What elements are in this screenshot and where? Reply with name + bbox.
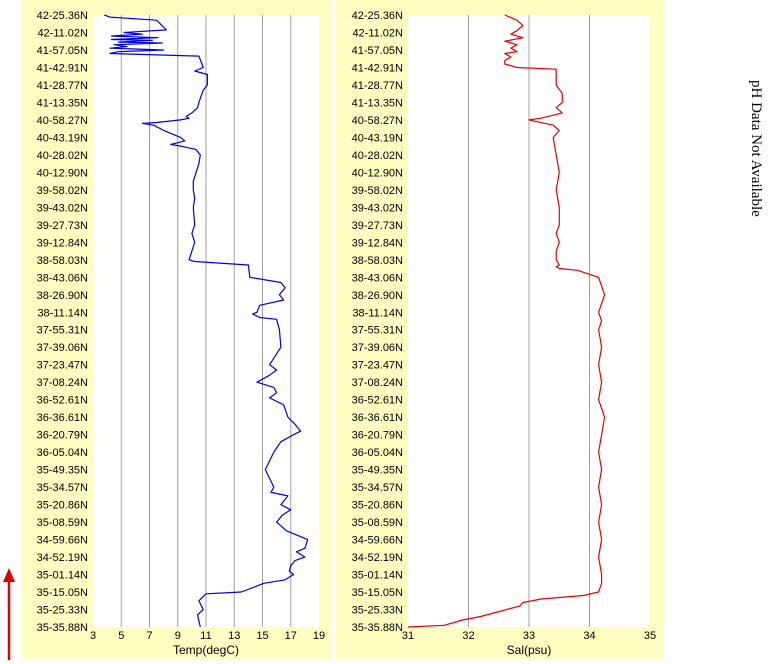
- y-tick-label: 39-43.02N: [37, 202, 88, 214]
- y-tick-label: 41-42.91N: [352, 62, 403, 74]
- y-tick-label: 39-43.02N: [352, 202, 403, 214]
- chart-panel-2: 31 32 33 34 35 42-25.36N 42-11.02N 41-57.05N 41-…: [336, 0, 664, 660]
- y-tick-label: 35-49.35N: [352, 465, 403, 477]
- x-tick-label: 9: [175, 630, 181, 642]
- x-tick-label: 33: [523, 630, 535, 642]
- y-tick-label: 39-27.73N: [37, 220, 88, 232]
- y-tick-label: 37-23.47N: [37, 360, 88, 372]
- y-tick-label: 35-15.05N: [352, 587, 403, 599]
- y-tick-label: 35-01.14N: [37, 570, 88, 582]
- y-tick-label: 41-57.05N: [352, 45, 403, 57]
- y-tick-label: 42-11.02N: [37, 27, 88, 39]
- chart-panel-1: 3 5 7 9 11 13 15 17 19 42-25.36N 42-11.02N 41-57.05…: [21, 0, 331, 660]
- y-tick-label: 39-27.73N: [352, 220, 403, 232]
- y-tick-label: 40-28.02N: [352, 150, 403, 162]
- y-tick-label: 36-05.04N: [352, 447, 403, 459]
- y-tick-label: 36-20.79N: [352, 430, 403, 442]
- y-tick-label: 35-15.05N: [37, 587, 88, 599]
- x-tick-label: 11: [200, 630, 211, 642]
- y-tick-label: 34-59.66N: [352, 535, 403, 547]
- y-tick-label: 38-11.14N: [352, 307, 403, 319]
- y-tick-label: 37-55.31N: [37, 325, 88, 337]
- y-tick-label: 41-28.77N: [352, 80, 403, 92]
- y-tick-label: 37-55.31N: [352, 325, 403, 337]
- y-tick-label: 34-52.19N: [352, 552, 403, 564]
- y-tick-label: 37-23.47N: [352, 360, 403, 372]
- y-tick-label: 39-58.02N: [37, 185, 88, 197]
- x-tick-label: 19: [313, 630, 325, 642]
- y-tick-label: 38-26.90N: [352, 290, 403, 302]
- y-tick-label: 42-25.36N: [37, 10, 88, 22]
- x-tick-label: 13: [228, 630, 240, 642]
- y-tick-label: 40-12.90N: [37, 167, 88, 179]
- y-tick-label: 35-08.59N: [37, 517, 88, 529]
- side-note-box: pH Data Not Available: [748, 80, 764, 217]
- y-tick-label: 40-43.19N: [37, 132, 88, 144]
- y-tick-label: 35-49.35N: [37, 465, 88, 477]
- series-line: [104, 14, 309, 628]
- y-tick-label: 42-25.36N: [352, 10, 403, 22]
- arrow-head: [3, 568, 15, 582]
- x-axis-label: Temp(degC): [173, 643, 239, 657]
- x-tick-label: 5: [118, 630, 124, 642]
- y-tick-label: 38-43.06N: [352, 272, 403, 284]
- y-tick-label: 41-28.77N: [37, 80, 88, 92]
- y-tick-label: 41-57.05N: [37, 45, 88, 57]
- y-tick-label: 36-05.04N: [37, 447, 88, 459]
- x-tick-label: 32: [462, 630, 474, 642]
- y-tick-label: 35-25.33N: [352, 605, 403, 617]
- x-tick-label: 35: [644, 630, 656, 642]
- x-tick-label: 17: [285, 630, 297, 642]
- y-tick-label: 41-42.91N: [37, 62, 88, 74]
- y-tick-label: 35-20.86N: [352, 500, 403, 512]
- y-tick-label: 36-36.61N: [37, 412, 88, 424]
- y-tick-label: 35-25.33N: [37, 605, 88, 617]
- x-axis-label: Sal(psu): [507, 643, 552, 657]
- side-note-text: pH Data Not Available: [748, 80, 764, 217]
- y-tick-label: 36-52.61N: [37, 395, 88, 407]
- y-tick-label: 40-28.02N: [37, 150, 88, 162]
- y-tick-label: 38-58.03N: [37, 255, 88, 267]
- y-tick-label: 34-52.19N: [37, 552, 88, 564]
- y-tick-label: 37-39.06N: [352, 342, 403, 354]
- y-tick-label: 35-08.59N: [352, 517, 403, 529]
- y-tick-label: 38-26.90N: [37, 290, 88, 302]
- y-tick-label: 39-58.02N: [352, 185, 403, 197]
- series-line: [407, 14, 606, 628]
- y-tick-label: 35-01.14N: [352, 570, 403, 582]
- y-tick-label: 36-36.61N: [352, 412, 403, 424]
- direction-arrow: [3, 568, 15, 660]
- y-tick-label: 40-58.27N: [37, 115, 88, 127]
- y-tick-label: 36-52.61N: [352, 395, 403, 407]
- x-tick-label: 15: [256, 630, 268, 642]
- x-tick-label: 7: [146, 630, 152, 642]
- y-tick-label: 36-20.79N: [37, 430, 88, 442]
- y-tick-label: 41-13.35N: [37, 97, 88, 109]
- y-tick-label: 34-59.66N: [37, 535, 88, 547]
- y-tick-label: 38-11.14N: [37, 307, 88, 319]
- y-tick-label: 40-58.27N: [352, 115, 403, 127]
- y-tick-label: 37-39.06N: [37, 342, 88, 354]
- y-tick-label: 37-08.24N: [352, 377, 403, 389]
- y-tick-label: 38-43.06N: [37, 272, 88, 284]
- y-tick-label: 35-20.86N: [37, 500, 88, 512]
- y-tick-label: 35-35.88N: [352, 622, 403, 634]
- y-tick-label: 40-43.19N: [352, 132, 403, 144]
- y-tick-label: 41-13.35N: [352, 97, 403, 109]
- x-tick-label: 31: [402, 630, 414, 642]
- x-tick-label: 3: [90, 630, 96, 642]
- y-tick-label: 39-12.84N: [352, 237, 403, 249]
- y-tick-label: 38-58.03N: [352, 255, 403, 267]
- y-tick-label: 40-12.90N: [352, 167, 403, 179]
- y-tick-label: 39-12.84N: [37, 237, 88, 249]
- x-tick-label: 34: [583, 630, 595, 642]
- y-tick-label: 35-35.88N: [37, 622, 88, 634]
- y-tick-label: 35-34.57N: [352, 482, 403, 494]
- y-tick-label: 37-08.24N: [37, 377, 88, 389]
- y-tick-label: 42-11.02N: [352, 27, 403, 39]
- y-tick-label: 35-34.57N: [37, 482, 88, 494]
